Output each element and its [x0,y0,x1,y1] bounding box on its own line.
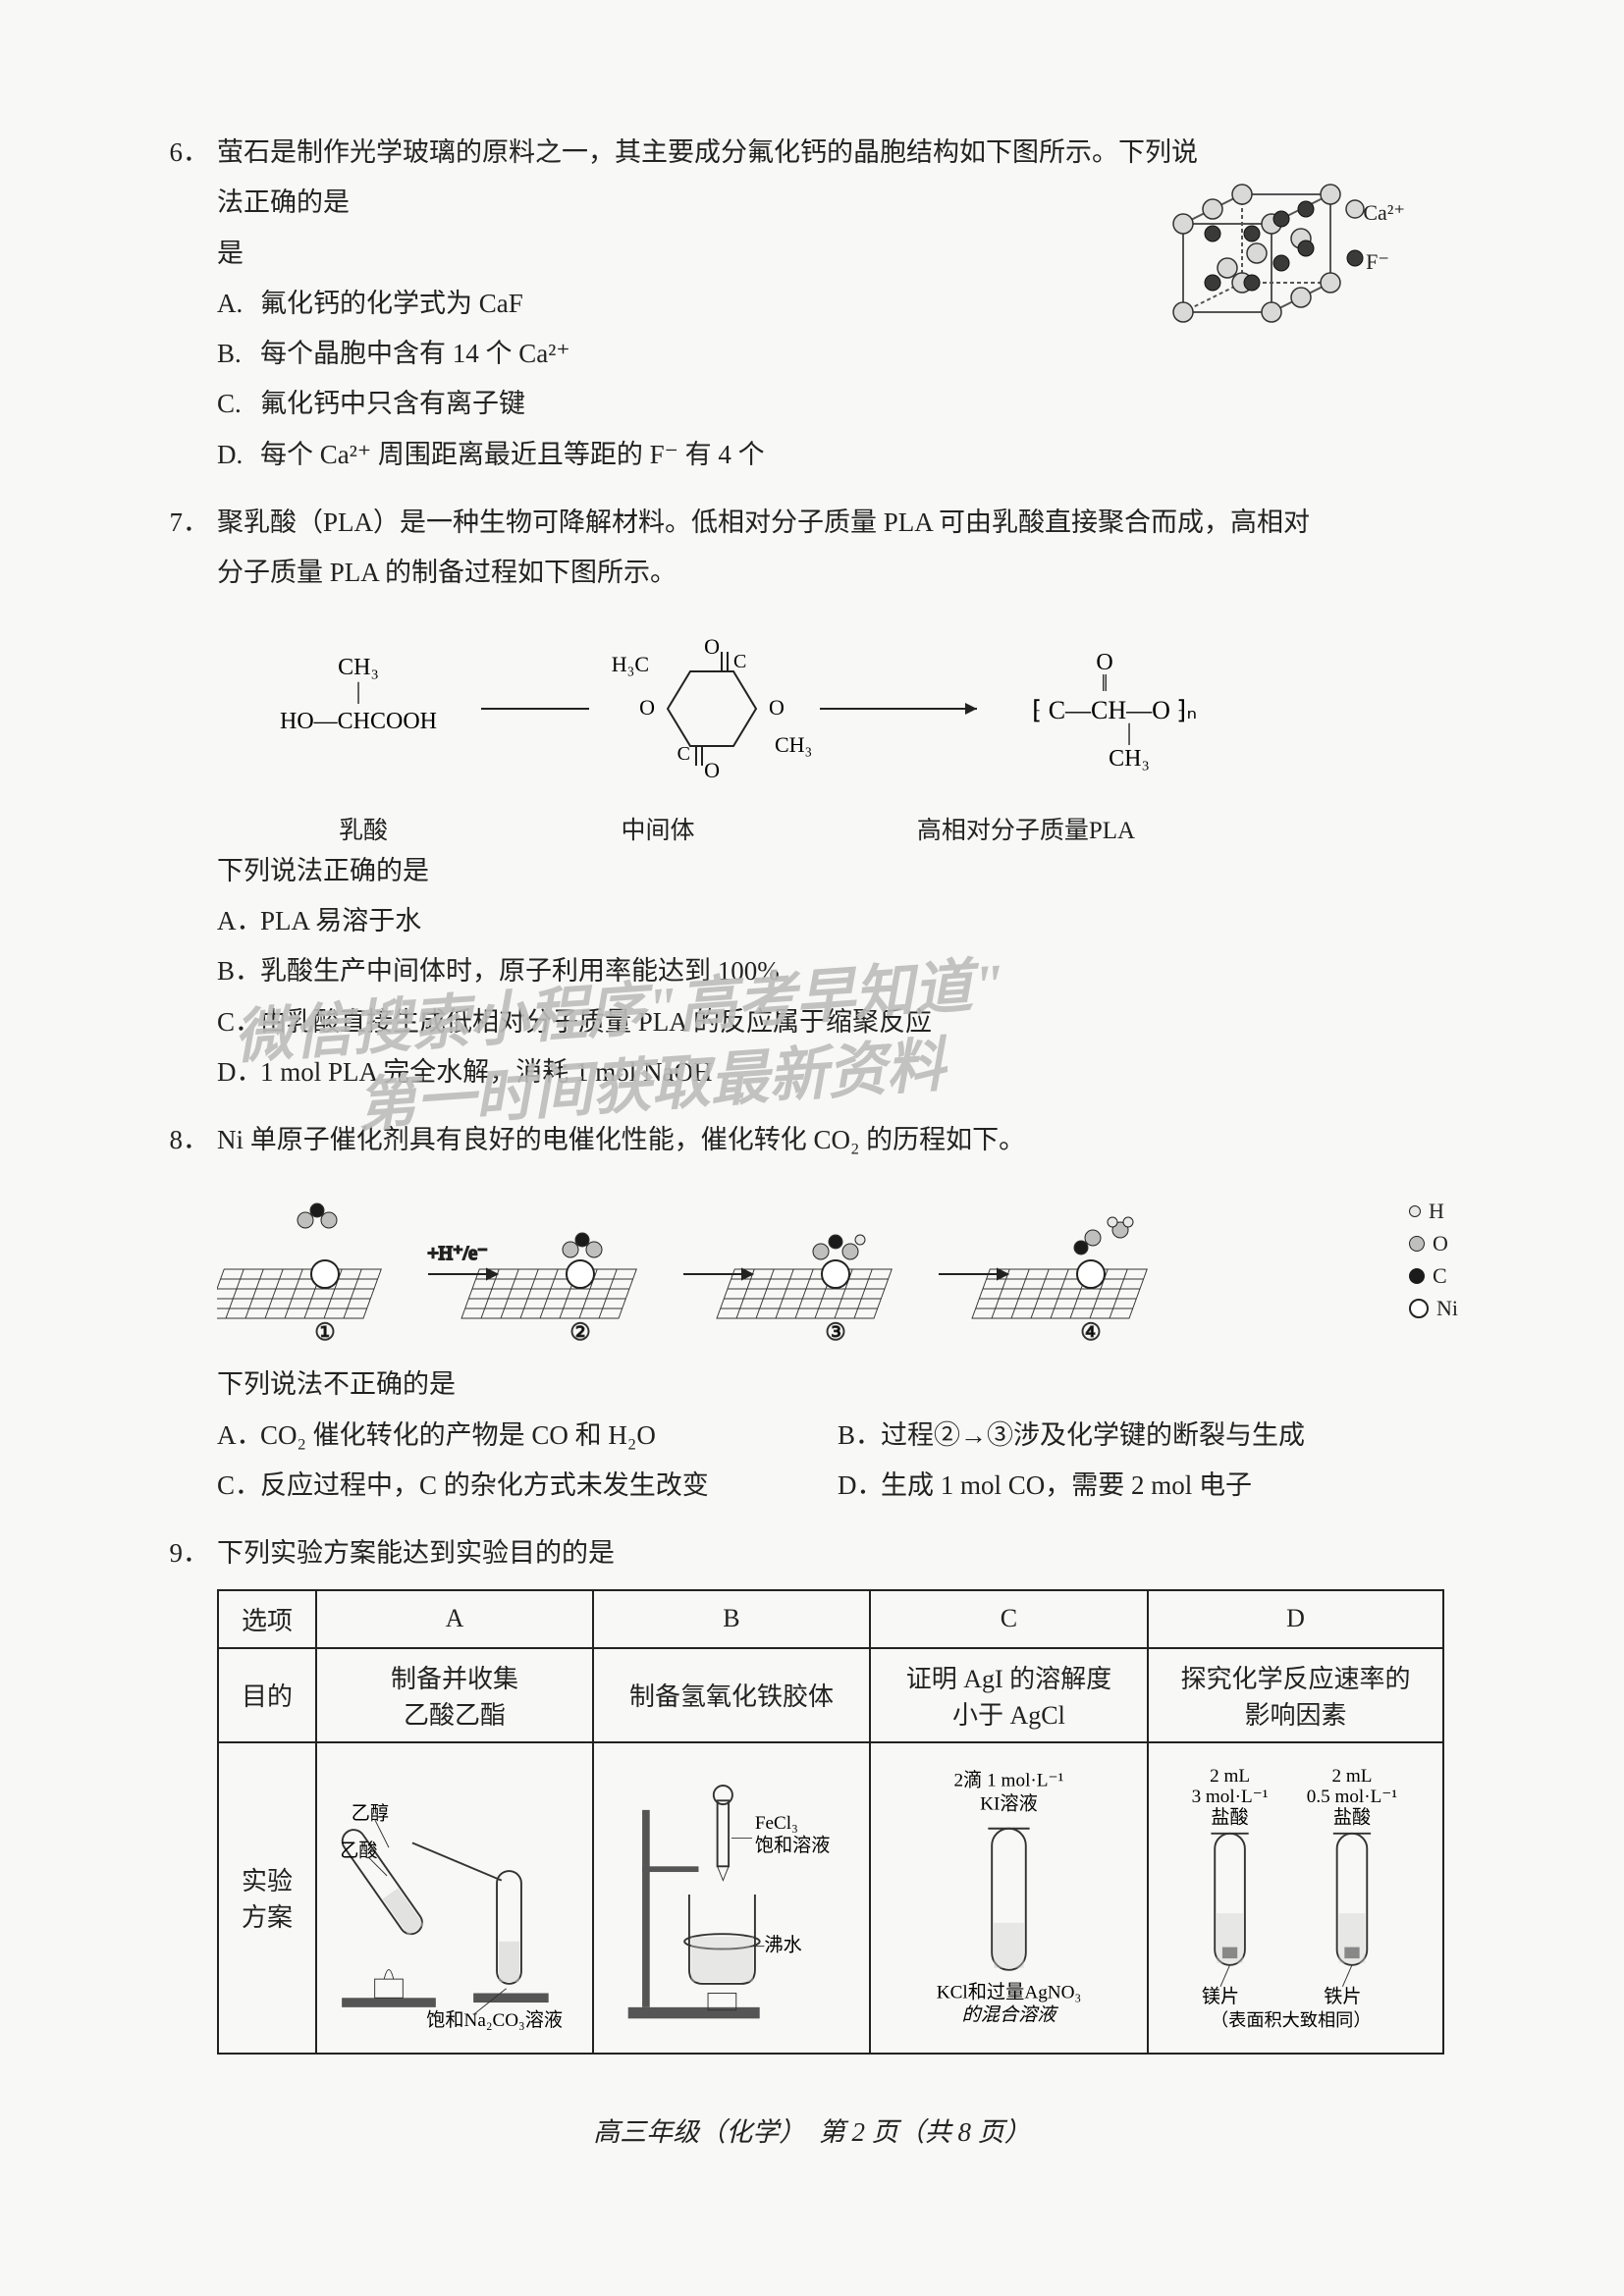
q9-diagram-a: 乙醇 乙酸 饱和Na₂CO₃溶液 [316,1742,593,2054]
q7-opt-b: B．乳酸生产中间体时，原子利用率能达到 100% [162,946,1458,996]
svg-text:KCl和过量AgNO₃: KCl和过量AgNO₃ [937,1981,1082,2002]
question-6: 6． 萤石是制作光学玻璃的原料之一，其主要成分氟化钙的晶胞结构如下图所示。下列说… [162,128,1458,480]
page-footer: 高三年级（化学） 第 2 页（共 8 页） [0,2110,1624,2149]
q7-lead: 下列说法正确的是 [162,846,1458,896]
svg-text:HO—CHCOOH: HO—CHCOOH [280,709,437,734]
q7-number: 7． [162,498,217,548]
svg-text:①: ① [314,1320,336,1346]
svg-text:⁅ C—CH—O ⁆ₙ: ⁅ C—CH—O ⁆ₙ [1032,696,1197,724]
svg-text:2滴 1 mol·L⁻¹: 2滴 1 mol·L⁻¹ [953,1769,1063,1790]
svg-text:0.5 mol·L⁻¹: 0.5 mol·L⁻¹ [1307,1787,1398,1807]
svg-text:CH₃: CH₃ [775,732,812,757]
q6-opt-c: C.氟化钙中只含有离子键 [162,379,1458,429]
q9-purpose-c: 证明 AgI 的溶解度 小于 AgCl [870,1648,1148,1742]
svg-text:饱和Na₂CO₃溶液: 饱和Na₂CO₃溶液 [426,2009,563,2031]
q9-number: 9． [162,1528,217,1578]
q8-opt-d: D．生成 1 mol CO，需要 2 mol 电子 [838,1461,1458,1511]
svg-text:铁片: 铁片 [1324,1986,1361,2007]
q9-table: 选项 A B C D 目的 制备并收集 乙酸乙酯 制备氢氧化铁胶体 证明 AgI… [217,1589,1444,2055]
svg-text:盐酸: 盐酸 [1211,1806,1248,1828]
q8-opt-a: A．CO₂ 催化转化的产物是 CO 和 H₂O [217,1411,838,1461]
q7-stem1: 聚乳酸（PLA）是一种生物可降解材料。低相对分子质量 PLA 可由乳酸直接聚合而… [217,498,1458,548]
svg-text:乙酸: 乙酸 [340,1840,377,1861]
q9-stem: 下列实验方案能达到实验目的的是 [217,1528,1458,1578]
question-9: 9． 下列实验方案能达到实验目的的是 选项 A B C D 目的 制备并收集 乙… [162,1528,1458,2054]
q9-purpose-a: 制备并收集 乙酸乙酯 [316,1648,593,1742]
q9-header-c: C [870,1590,1148,1648]
svg-text:FeCl₃: FeCl₃ [755,1813,798,1834]
q8-opt-c: C．反应过程中，C 的杂化方式未发生改变 [217,1461,838,1511]
question-7: 7． 聚乳酸（PLA）是一种生物可降解材料。低相对分子质量 PLA 可由乳酸直接… [162,498,1458,1097]
q8-catalysis-diagram: ① [217,1181,1458,1348]
svg-text:镁片: 镁片 [1202,1986,1239,2007]
q6-crystal-diagram: Ca²⁺ F⁻ [1154,165,1399,361]
svg-text:|: | [1127,721,1132,746]
q8-legend: H O C Ni [1409,1195,1458,1324]
svg-text:的混合溶液: 的混合溶液 [961,2003,1058,2025]
q9-diagram-d: 2 mL 3 mol·L⁻¹ 盐酸 2 mL 0.5 mol·L⁻¹ 盐酸 [1148,1742,1443,2054]
q9-purpose-d: 探究化学反应速率的 影响因素 [1148,1648,1443,1742]
svg-text:2 mL: 2 mL [1210,1766,1250,1787]
q9-header-b: B [593,1590,870,1648]
q7-stem2: 分子质量 PLA 的制备过程如下图所示。 [162,548,1458,598]
table-row: 选项 A B C D [218,1590,1443,1648]
svg-text:CH₃: CH₃ [1109,746,1150,772]
svg-text:盐酸: 盐酸 [1333,1806,1371,1828]
svg-text:O: O [769,695,785,720]
svg-text:沸水: 沸水 [764,1934,801,1955]
q7-opt-c: C．由乳酸直接生成低相对分子质量 PLA 的反应属于缩聚反应 [162,997,1458,1047]
svg-text:O: O [639,695,655,720]
q7-opt-d: D．1 mol PLA 完全水解，消耗 1 mol NaOH [162,1047,1458,1097]
svg-text:O: O [704,634,720,659]
svg-text:C: C [677,743,690,765]
q8-stem: Ni 单原子催化剂具有良好的电催化性能，催化转化 CO₂ 的历程如下。 [217,1115,1458,1165]
q9-purpose-label: 目的 [218,1648,316,1742]
svg-text:C: C [733,651,746,672]
svg-text:④: ④ [1080,1320,1102,1346]
q6-number: 6． [162,128,217,178]
question-8: 8． Ni 单原子催化剂具有良好的电催化性能，催化转化 CO₂ 的历程如下。 [162,1115,1458,1511]
svg-text:2 mL: 2 mL [1331,1766,1372,1787]
q9-purpose-b: 制备氢氧化铁胶体 [593,1648,870,1742]
table-row: 实验 方案 [218,1742,1443,2054]
svg-text:③: ③ [825,1320,846,1346]
q7-reaction-labels: 乳酸 中间体 高相对分子质量PLA [250,811,1458,846]
svg-text:O: O [704,758,720,782]
svg-text:H₃C: H₃C [612,652,649,676]
svg-text:CH₃: CH₃ [338,655,379,680]
svg-text:|: | [356,679,361,705]
q9-diagram-b: FeCl₃ 饱和溶液 沸水 [593,1742,870,2054]
q8-number: 8． [162,1115,217,1165]
q6-legend-ca: Ca²⁺ [1363,200,1405,226]
q6-legend-f: F⁻ [1366,249,1389,275]
svg-text:+H⁺/e⁻: +H⁺/e⁻ [427,1243,487,1264]
svg-text:KI溶液: KI溶液 [980,1792,1038,1814]
svg-text:饱和溶液: 饱和溶液 [755,1835,831,1856]
svg-text:乙醇: 乙醇 [352,1802,389,1824]
q9-diagram-c: 2滴 1 mol·L⁻¹ KI溶液 KCl和过量AgNO₃ 的混合溶液 [870,1742,1148,2054]
q9-header-d: D [1148,1590,1443,1648]
q9-header-0: 选项 [218,1590,316,1648]
q7-reaction-scheme: CH₃ | HO—CHCOOH H₃C O C O CH₃ O [250,620,1458,797]
svg-text:‖: ‖ [1102,671,1109,697]
q6-opt-d: D.每个 Ca²⁺ 周围距离最近且等距的 F⁻ 有 4 个 [162,430,1458,480]
svg-text:3 mol·L⁻¹: 3 mol·L⁻¹ [1191,1787,1268,1807]
table-row: 目的 制备并收集 乙酸乙酯 制备氢氧化铁胶体 证明 AgI 的溶解度 小于 Ag… [218,1648,1443,1742]
q9-scheme-label: 实验 方案 [218,1742,316,2054]
q7-opt-a: A．PLA 易溶于水 [162,896,1458,946]
q8-lead: 下列说法不正确的是 [162,1360,1458,1410]
svg-text:②: ② [569,1320,591,1346]
q9-header-a: A [316,1590,593,1648]
q8-opt-b: B．过程②→③涉及化学键的断裂与生成 [838,1411,1458,1461]
svg-text:（表面积大致相同）: （表面积大致相同） [1211,2010,1372,2030]
